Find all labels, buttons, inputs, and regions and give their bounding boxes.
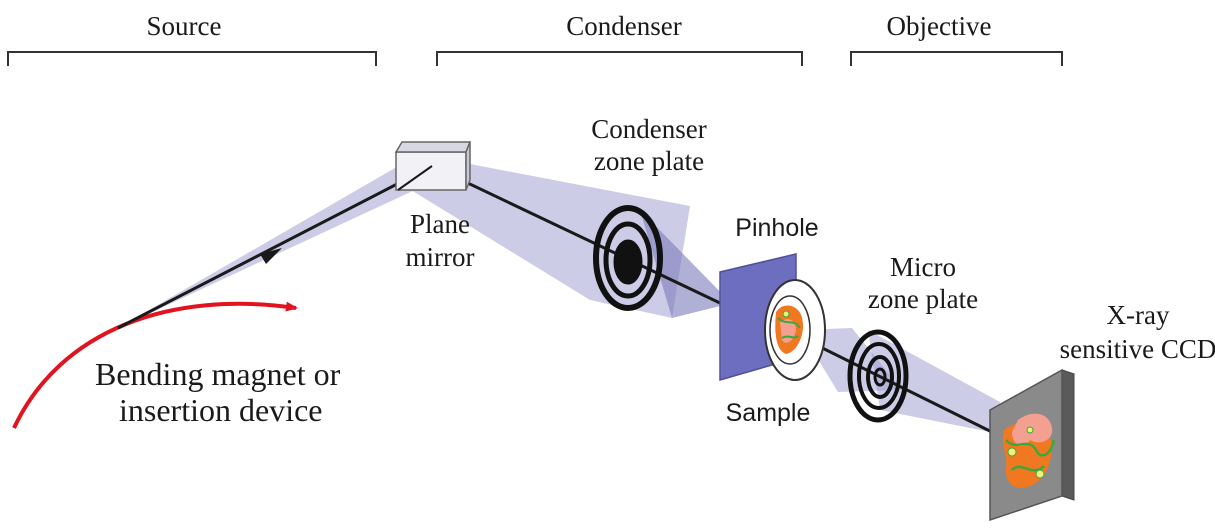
ray-source-to-mirror bbox=[117, 164, 433, 330]
micro-zp-ring-3 bbox=[866, 355, 894, 399]
mirror-top bbox=[394, 141, 472, 153]
label-source-device-line2: insertion device bbox=[119, 392, 322, 428]
label-detector-line1: X-ray bbox=[1107, 300, 1170, 330]
label-source-device-line1: Bending magnet or bbox=[95, 356, 341, 392]
section-condenser: Condenser bbox=[566, 11, 681, 41]
label-micro-zp-line1: Micro bbox=[890, 252, 956, 282]
micro-zp-ring-2 bbox=[857, 342, 901, 410]
sample-holder bbox=[764, 279, 826, 381]
label-condenser-zp-line1: Condenser bbox=[591, 114, 706, 144]
objective-bracket bbox=[850, 51, 1063, 66]
condenser-zone-plate bbox=[593, 205, 663, 311]
condenser-zp-ring-mid bbox=[603, 221, 653, 299]
condenser-zp-ring-outer bbox=[593, 205, 663, 311]
condenser-bracket bbox=[436, 51, 803, 66]
beam-condenser-cone bbox=[640, 210, 738, 318]
micro-zp-ring-1 bbox=[847, 329, 909, 423]
source-bracket bbox=[7, 51, 377, 66]
mirror-side bbox=[465, 141, 471, 191]
ccd-image-green bbox=[1005, 439, 1056, 472]
beam-mirror-to-condenser bbox=[398, 164, 690, 318]
label-sample: Sample bbox=[726, 399, 811, 427]
label-mirror-line2: mirror bbox=[406, 242, 475, 272]
section-brackets bbox=[7, 51, 1063, 66]
label-detector-line2: sensitive CCD bbox=[1060, 334, 1215, 364]
section-source: Source bbox=[147, 11, 222, 41]
ray-direction-arrow bbox=[260, 248, 282, 264]
label-condenser-zp-line2: zone plate bbox=[594, 146, 704, 176]
label-mirror-line1: Plane bbox=[410, 209, 470, 239]
ray-mirror-to-pinhole bbox=[431, 164, 721, 305]
xray-ccd bbox=[988, 368, 1076, 522]
micro-zp-ring-4 bbox=[873, 367, 887, 387]
label-micro-zp-line2: zone plate bbox=[868, 284, 978, 314]
section-objective: Objective bbox=[887, 11, 992, 41]
label-pinhole: Pinhole bbox=[735, 214, 818, 242]
condenser-zp-center-stop bbox=[613, 239, 643, 285]
micro-zone-plate bbox=[847, 329, 909, 423]
ccd-side bbox=[1061, 369, 1075, 501]
plane-mirror bbox=[394, 141, 472, 191]
